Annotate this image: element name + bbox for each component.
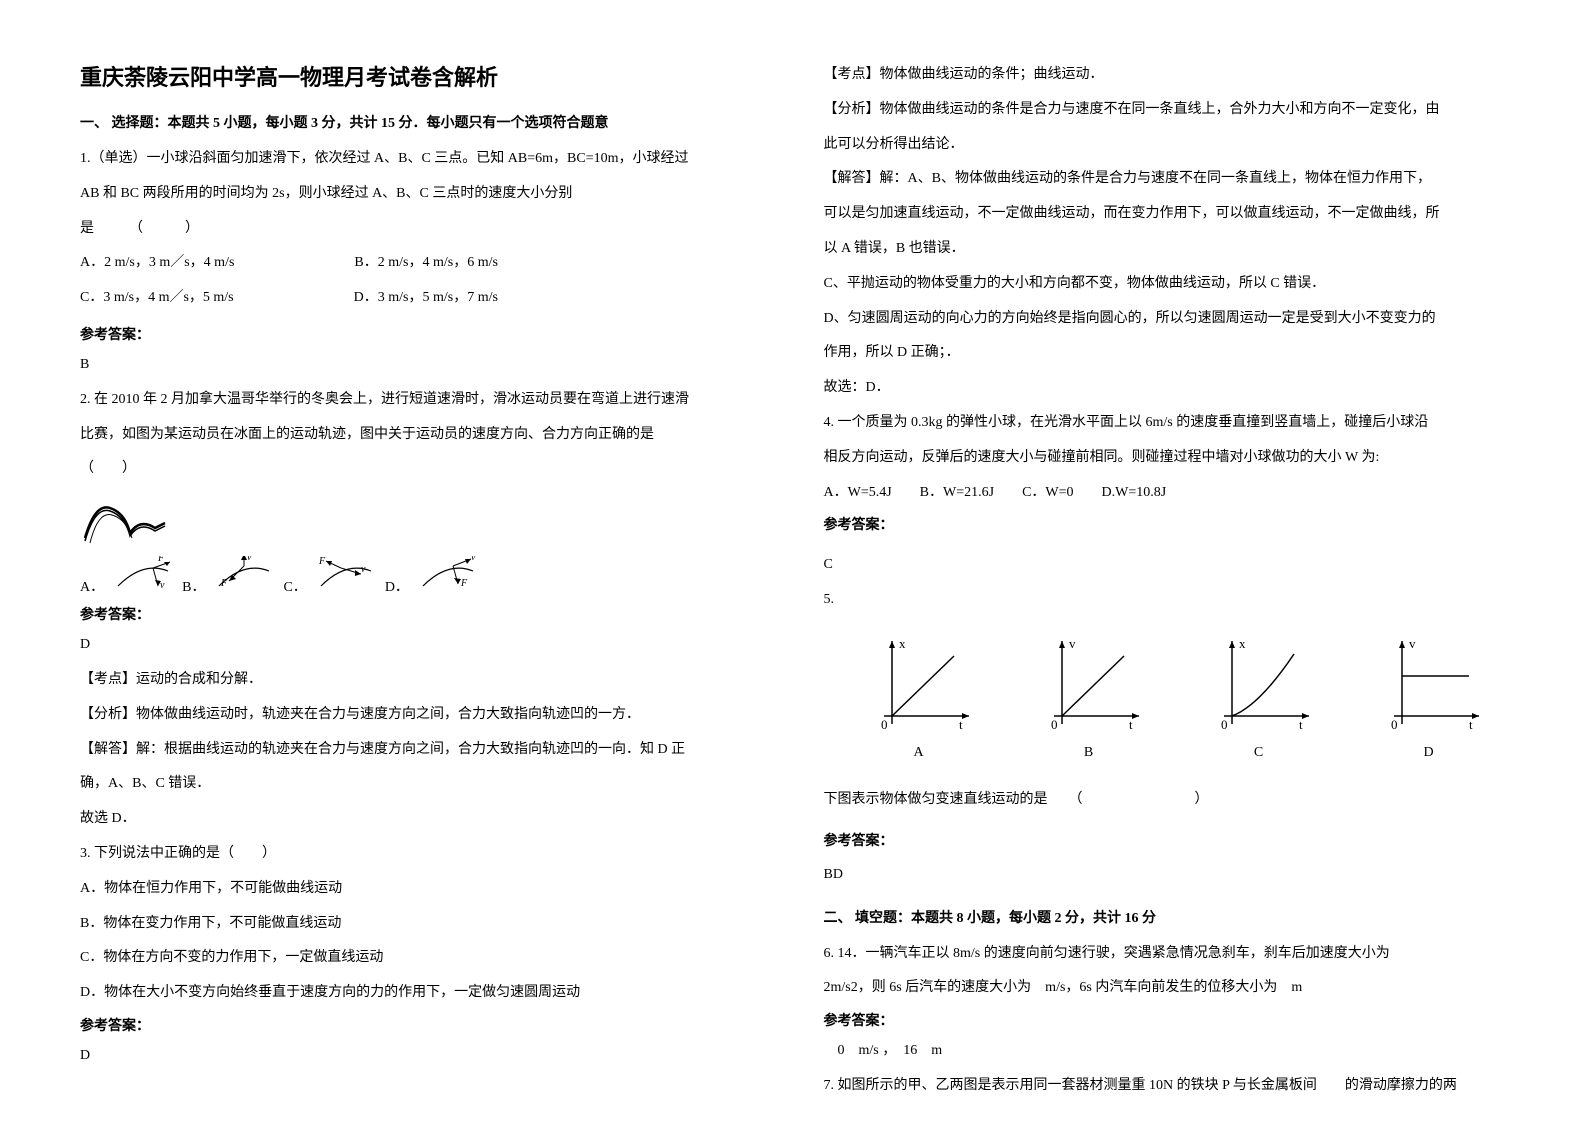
svg-text:F: F — [220, 578, 228, 589]
q2-optA-diagram: F v — [108, 556, 178, 596]
svg-text:x: x — [1239, 636, 1246, 651]
q7-text1: 7. 如图所示的甲、乙两图是表示用同一套器材测量重 10N 的铁块 P 与长金属… — [824, 1071, 1508, 1102]
q5-question: 下图表示物体做匀变速直线运动的是 （ ） — [824, 785, 1508, 816]
axis-x-label: x — [899, 636, 906, 651]
svg-text:v: v — [1409, 636, 1416, 651]
q1-answer: B — [80, 350, 764, 381]
q3-exp8: D、匀速圆周运动的向心力的方向始终是指向圆心的，所以匀速圆周运动一定是受到大小不… — [824, 304, 1508, 335]
svg-text:0: 0 — [1221, 717, 1228, 731]
q4-answer: C — [824, 550, 1508, 581]
q2-text1: 2. 在 2010 年 2 月加拿大温哥华举行的冬奥会上，进行短道速滑时，滑冰运… — [80, 385, 764, 416]
q5-graphA: x t 0 A — [864, 636, 974, 761]
q1-optA: A．2 m/s，3 m／s，4 m/s — [80, 248, 234, 279]
q2-answer-label: 参考答案： — [80, 604, 764, 624]
section2-heading: 二、 填空题：本题共 8 小题，每小题 2 分，共计 16 分 — [824, 907, 1508, 927]
q2-optD-diagram: v F — [413, 556, 483, 596]
q2-text2: 比赛，如图为某运动员在冰面上的运动轨迹，图中关于运动员的速度方向、合力方向正确的… — [80, 420, 764, 451]
q3-exp2: 【分析】物体做曲线运动的条件是合力与速度不在同一条直线上，合外力大小和方向不一定… — [824, 95, 1508, 126]
q1-options-row2: C．3 m/s，4 m／s，5 m/s D．3 m/s，5 m/s，7 m/s — [80, 283, 764, 318]
svg-text:t: t — [1469, 717, 1473, 731]
q5-answer: BD — [824, 860, 1508, 891]
q3-exp10: 故选：D． — [824, 373, 1508, 404]
q5-answer-label: 参考答案： — [824, 830, 1508, 850]
q3-optB: B．物体在变力作用下，不可能做直线运动 — [80, 909, 764, 940]
q5-labelB: B — [1084, 745, 1093, 761]
q2-exp3: 【解答】解：根据曲线运动的轨迹夹在合力与速度方向之间，合力大致指向轨迹凹的一向．… — [80, 735, 764, 766]
q6-text1: 6. 14．一辆汽车正以 8m/s 的速度向前匀速行驶，突遇紧急情况急刹车，刹车… — [824, 939, 1508, 970]
svg-text:v: v — [471, 556, 476, 563]
q3-optD: D．物体在大小不变方向始终垂直于速度方向的力的作用下，一定做匀速圆周运动 — [80, 978, 764, 1009]
q4-opts: A．W=5.4J B．W=21.6J C．W=0 D.W=10.8J — [824, 478, 1508, 509]
q2-optC-label: C． — [283, 576, 306, 596]
q3-optC: C．物体在方向不变的力作用下，一定做直线运动 — [80, 943, 764, 974]
svg-text:v: v — [160, 580, 165, 591]
q3-answer-label: 参考答案： — [80, 1015, 764, 1035]
q4-answer-label: 参考答案： — [824, 514, 1508, 534]
q6-text2: 2m/s2，则 6s 后汽车的速度大小为 m/s，6s 内汽车向前发生的位移大小… — [824, 973, 1508, 1004]
axis-v-label: v — [1069, 636, 1076, 651]
q5-labelC: C — [1254, 745, 1263, 761]
q5-labelD: D — [1423, 745, 1433, 761]
q1-answer-label: 参考答案： — [80, 324, 764, 344]
q1-text2: AB 和 BC 两段所用的时间均为 2s，则小球经过 A、B、C 三点时的速度大… — [80, 179, 764, 210]
svg-text:0: 0 — [1051, 717, 1058, 731]
q2-track-image — [80, 493, 764, 548]
q2-answer: D — [80, 630, 764, 661]
q3-answer: D — [80, 1041, 764, 1072]
q2-optD-label: D． — [385, 576, 409, 596]
svg-text:0: 0 — [1391, 717, 1398, 731]
q2-text3: （ ） — [80, 454, 764, 485]
q3-text1: 3. 下列说法中正确的是（ ） — [80, 839, 764, 870]
right-column: 【考点】物体做曲线运动的条件；曲线运动． 【分析】物体做曲线运动的条件是合力与速… — [794, 60, 1538, 1062]
q2-optB-diagram: v F — [209, 556, 279, 596]
svg-text:0: 0 — [881, 717, 888, 731]
q2-optB-label: B． — [182, 576, 205, 596]
q1-text3: 是 （ ） — [80, 214, 764, 245]
q3-exp1: 【考点】物体做曲线运动的条件；曲线运动． — [824, 60, 1508, 91]
svg-text:t: t — [1299, 717, 1303, 731]
q4-text1: 4. 一个质量为 0.3kg 的弹性小球，在光滑水平面上以 6m/s 的速度垂直… — [824, 408, 1508, 439]
svg-text:v: v — [361, 564, 366, 575]
q1-options-row1: A．2 m/s，3 m／s，4 m/s B．2 m/s，4 m/s，6 m/s — [80, 248, 764, 283]
q5-text1: 5. — [824, 585, 1508, 616]
q3-exp9: 作用，所以 D 正确；． — [824, 338, 1508, 369]
q2-exp5: 故选 D． — [80, 804, 764, 835]
q3-exp6: 以 A 错误，B 也错误． — [824, 234, 1508, 265]
q5-graphC: x t 0 C — [1204, 636, 1314, 761]
q3-exp4: 【解答】解：A、B、物体做曲线运动的条件是合力与速度不在同一条直线上，物体在恒力… — [824, 164, 1508, 195]
q5-graphB: v t 0 B — [1034, 636, 1144, 761]
q3-exp3: 此可以分析得出结论． — [824, 130, 1508, 161]
q1-optD: D．3 m/s，5 m/s，7 m/s — [354, 283, 498, 314]
svg-text:F: F — [157, 556, 165, 564]
q3-exp7: C、平抛运动的物体受重力的大小和方向都不变，物体做曲线运动，所以 C 错误． — [824, 269, 1508, 300]
q2-exp1: 【考点】运动的合成和分解． — [80, 665, 764, 696]
q2-optC-diagram: F v — [311, 556, 381, 596]
q5-labelA: A — [913, 745, 923, 761]
q2-exp4: 确，A、B、C 错误． — [80, 769, 764, 800]
svg-text:F: F — [318, 556, 326, 567]
left-column: 重庆荼陵云阳中学高一物理月考试卷含解析 一、 选择题：本题共 5 小题，每小题 … — [50, 60, 794, 1062]
q2-exp2: 【分析】物体做曲线运动时，轨迹夹在合力与速度方向之间，合力大致指向轨迹凹的一方． — [80, 700, 764, 731]
q3-optA: A．物体在恒力作用下，不可能做曲线运动 — [80, 874, 764, 905]
q2-optA-label: A． — [80, 576, 104, 596]
axis-t-label: t — [959, 717, 963, 731]
q6-answer-label: 参考答案： — [824, 1010, 1508, 1030]
svg-text:F: F — [460, 578, 468, 589]
svg-text:t: t — [1129, 717, 1133, 731]
svg-text:v: v — [247, 556, 252, 563]
section1-heading: 一、 选择题：本题共 5 小题，每小题 3 分，共计 15 分．每小题只有一个选… — [80, 112, 764, 132]
q3-exp5: 可以是匀加速直线运动，不一定做曲线运动，而在变力作用下，可以做直线运动，不一定做… — [824, 199, 1508, 230]
q2-options: A． F v B． v F C． F v — [80, 556, 764, 596]
q5-graphs: x t 0 A v t 0 B — [864, 636, 1508, 761]
page-title: 重庆荼陵云阳中学高一物理月考试卷含解析 — [80, 60, 764, 92]
q5-graphD: v t 0 D — [1374, 636, 1484, 761]
q6-answer: 0 m/s ， 16 m — [824, 1036, 1508, 1067]
q1-optC: C．3 m/s，4 m／s，5 m/s — [80, 283, 234, 314]
q1-optB: B．2 m/s，4 m/s，6 m/s — [354, 248, 498, 279]
q1-text1: 1.（单选）一小球沿斜面匀加速滑下，依次经过 A、B、C 三点。已知 AB=6m… — [80, 144, 764, 175]
q4-text2: 相反方向运动，反弹后的速度大小与碰撞前相同。则碰撞过程中墙对小球做功的大小 W … — [824, 443, 1508, 474]
